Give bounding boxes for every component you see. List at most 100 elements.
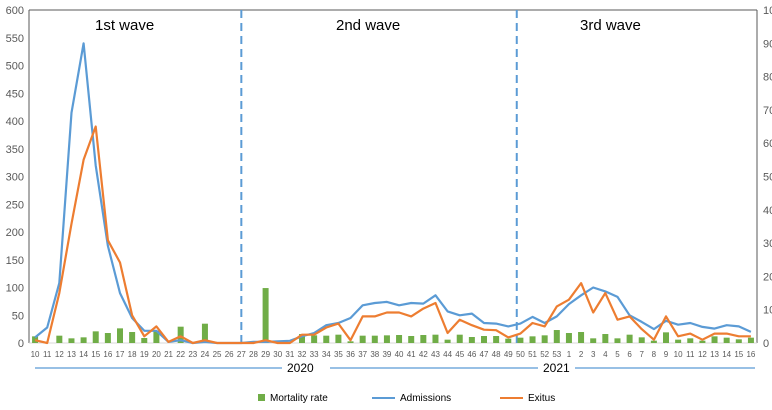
- mortality-rate-bar: [541, 335, 548, 343]
- x-tick-label: 17: [116, 350, 125, 359]
- mortality-rate-bar: [626, 334, 633, 343]
- mortality-rate-bar: [56, 335, 63, 343]
- x-tick-label: 20: [152, 350, 161, 359]
- x-tick-label: 49: [504, 350, 513, 359]
- x-tick-label: 51: [528, 350, 537, 359]
- mortality-rate-bar: [711, 336, 718, 343]
- x-tick-label: 21: [164, 350, 173, 359]
- x-tick-label: 44: [443, 350, 452, 359]
- x-tick-label: 3: [591, 350, 596, 359]
- y-left-tick-label: 400: [6, 116, 24, 128]
- mortality-rate-bar: [663, 332, 669, 343]
- y-right-tick-label: 0: [763, 338, 769, 350]
- mortality-rate-bar: [347, 341, 354, 343]
- x-tick-label: 35: [334, 350, 343, 359]
- mortality-rate-bar: [493, 336, 500, 343]
- mortality-rate-bar: [529, 336, 536, 343]
- mortality-rate-bars: [32, 288, 754, 343]
- x-tick-label: 11: [686, 350, 695, 359]
- mortality-rate-bar: [517, 337, 524, 343]
- axes: [28, 9, 758, 344]
- mortality-rate-bar: [335, 334, 342, 343]
- mortality-rate-bar: [614, 338, 621, 343]
- mortality-rate-bar: [153, 330, 160, 343]
- x-tick-label: 5: [615, 350, 620, 359]
- line-series: [34, 42, 752, 345]
- x-tick-label: 26: [225, 350, 234, 359]
- y-left-tick-label: 500: [6, 61, 24, 73]
- x-tick-label: 33: [310, 350, 319, 359]
- x-tick-label: 2: [579, 350, 584, 359]
- mortality-rate-bar: [80, 337, 87, 343]
- x-tick-label: 41: [407, 350, 416, 359]
- y-right-tick-label: 20: [763, 271, 772, 283]
- mortality-rate-bar: [371, 335, 378, 343]
- x-tick-label: 34: [322, 350, 331, 359]
- x-tick-label: 1: [567, 350, 572, 359]
- x-tick-label: 6: [627, 350, 632, 359]
- mortality-rate-bar: [104, 333, 111, 343]
- y-left-tick-label: 350: [6, 144, 24, 156]
- mortality-rate-bar: [432, 334, 439, 343]
- y-left-tick-label: 300: [6, 172, 24, 184]
- x-tick-label: 22: [176, 350, 185, 359]
- legend-admissions: Admissions: [400, 393, 451, 404]
- tick-labels: 0501001502002503003504004505005506000102…: [6, 5, 772, 359]
- mortality-rate-bar: [481, 336, 487, 343]
- y-right-tick-label: 10: [763, 305, 772, 317]
- x-tick-label: 25: [213, 350, 222, 359]
- y-left-tick-label: 250: [6, 199, 24, 211]
- x-tick-label: 9: [664, 350, 669, 359]
- x-tick-label: 47: [480, 350, 489, 359]
- mortality-rate-bar: [420, 335, 427, 343]
- x-tick-label: 24: [200, 350, 209, 359]
- x-tick-label: 23: [188, 350, 197, 359]
- x-tick-label: 13: [710, 350, 719, 359]
- year-label-2020: 2020: [287, 361, 314, 375]
- x-tick-label: 45: [455, 350, 464, 359]
- x-tick-label: 37: [358, 350, 367, 359]
- x-tick-label: 12: [55, 350, 64, 359]
- mortality-rate-bar: [201, 323, 208, 343]
- year-label-2021: 2021: [543, 361, 570, 375]
- x-tick-label: 36: [346, 350, 355, 359]
- admissions-line: [34, 42, 752, 345]
- x-tick-label: 53: [552, 350, 561, 359]
- mortality-rate-bar: [747, 337, 754, 343]
- y-right-tick-label: 60: [763, 138, 772, 150]
- legend: Mortality rate Admissions Exitus: [258, 393, 555, 404]
- x-tick-label: 19: [140, 350, 149, 359]
- y-right-tick-label: 80: [763, 72, 772, 84]
- x-tick-label: 50: [516, 350, 525, 359]
- y-left-tick-label: 150: [6, 255, 24, 267]
- mortality-rate-bar: [141, 338, 148, 343]
- wave-label-2: 2nd wave: [336, 17, 400, 34]
- x-tick-label: 7: [640, 350, 645, 359]
- y-left-tick-label: 600: [6, 5, 24, 17]
- mortality-rate-bar: [408, 336, 415, 343]
- x-tick-label: 13: [67, 350, 76, 359]
- x-tick-label: 43: [431, 350, 440, 359]
- mortality-rate-bar: [675, 339, 682, 343]
- x-tick-label: 15: [734, 350, 743, 359]
- mortality-rate-bar: [687, 338, 694, 343]
- mortality-rate-bar: [117, 328, 123, 343]
- x-tick-label: 29: [261, 350, 270, 359]
- mortality-rate-bar: [359, 335, 366, 343]
- y-right-tick-label: 40: [763, 205, 772, 217]
- legend-exitus: Exitus: [528, 393, 555, 404]
- x-tick-label: 30: [273, 350, 282, 359]
- y-left-tick-label: 0: [18, 338, 24, 350]
- y-right-tick-label: 30: [763, 238, 772, 250]
- x-tick-label: 18: [128, 350, 137, 359]
- mortality-rate-bar: [590, 338, 597, 343]
- mortality-rate-bar: [444, 339, 451, 343]
- x-tick-label: 28: [249, 350, 258, 359]
- y-left-tick-label: 550: [6, 33, 24, 45]
- x-tick-label: 46: [467, 350, 476, 359]
- x-tick-label: 15: [91, 350, 100, 359]
- y-right-tick-label: 50: [763, 172, 772, 184]
- mortality-rate-bar: [638, 337, 645, 343]
- x-tick-label: 10: [31, 350, 40, 359]
